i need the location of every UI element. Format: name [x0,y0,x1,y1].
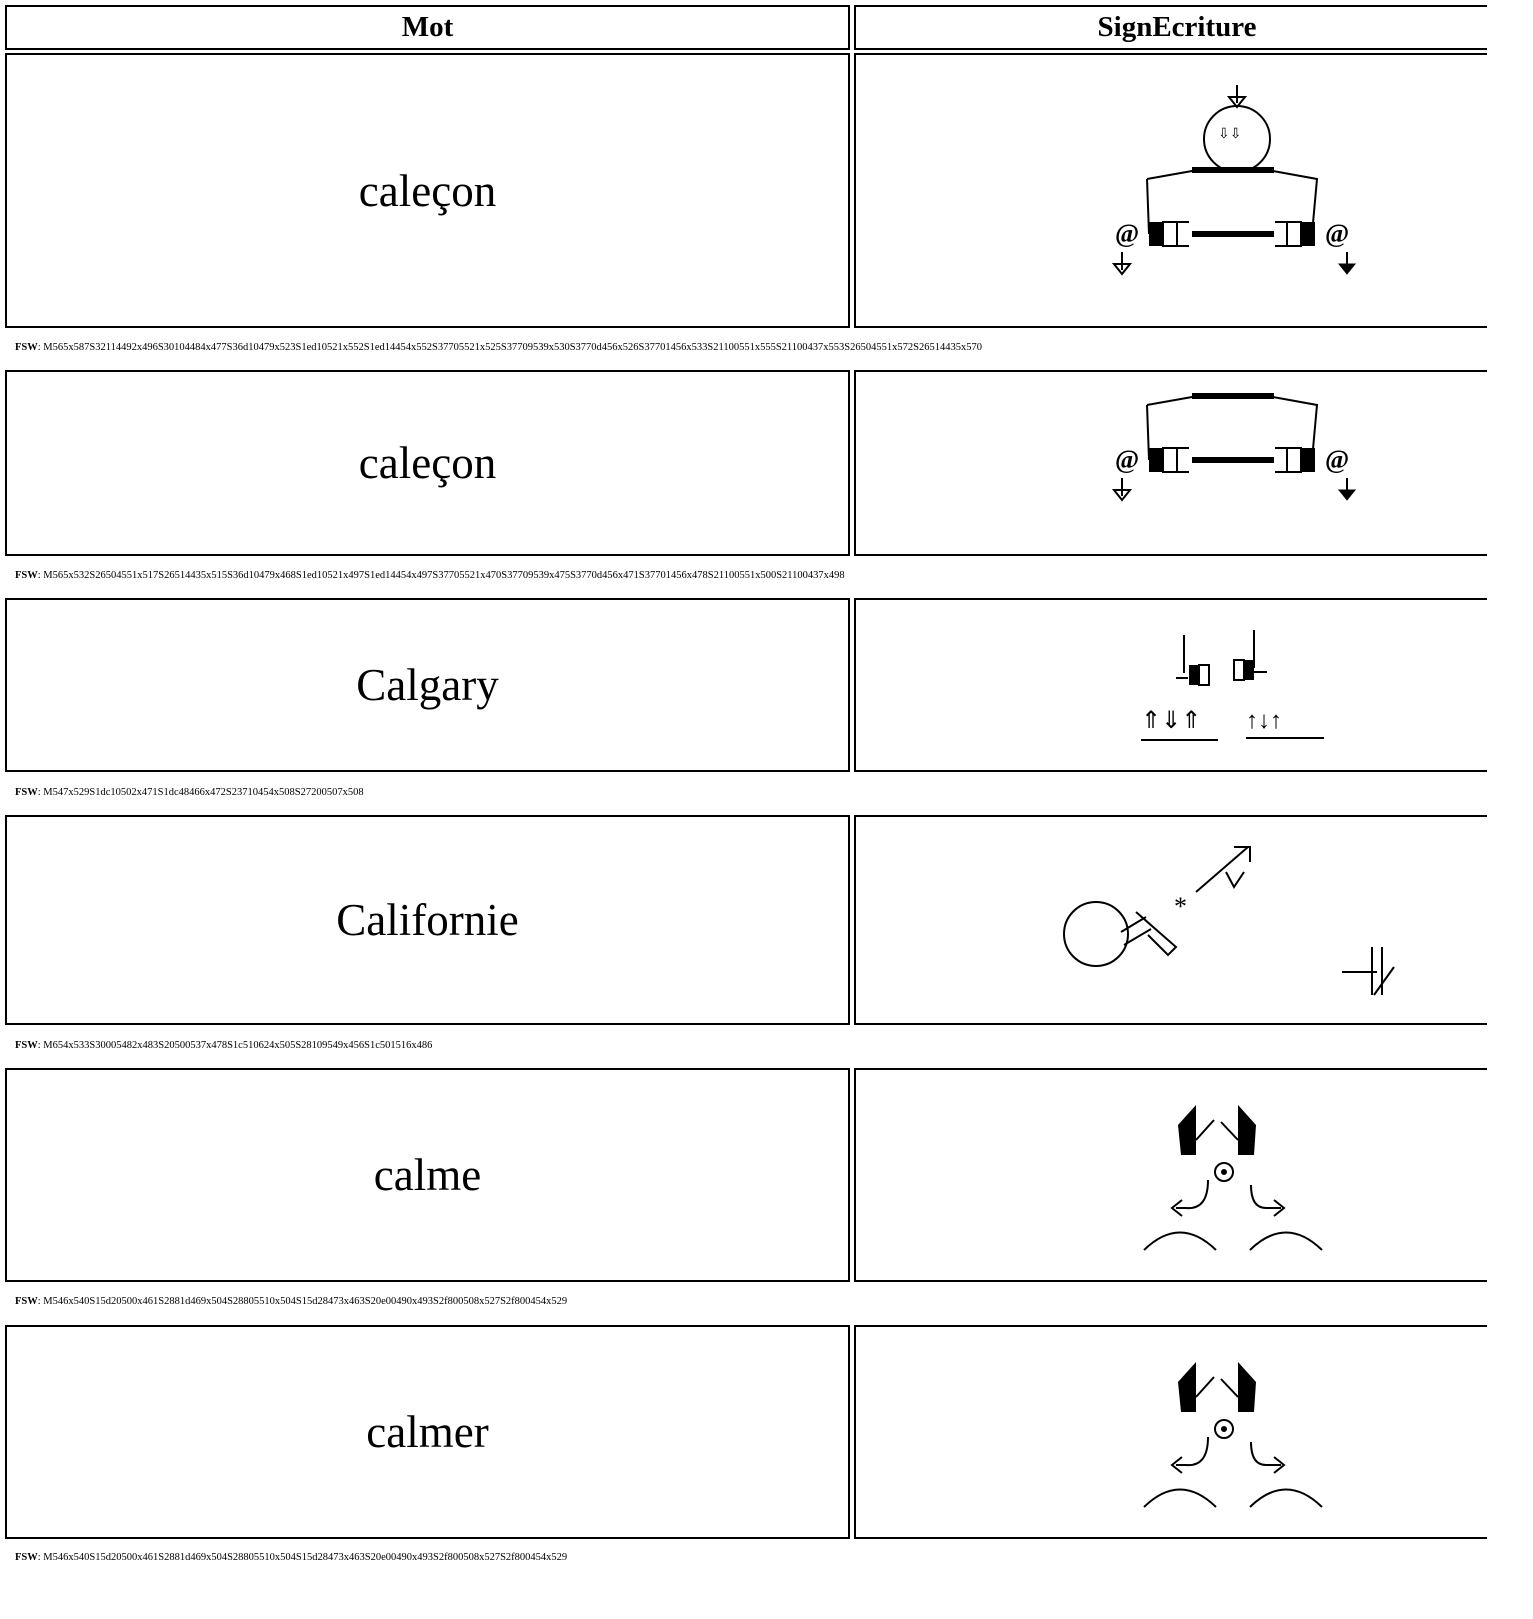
svg-text:↑↓↑: ↑↓↑ [1246,708,1282,734]
word: Californie [336,895,519,945]
sign-cell [854,1068,1487,1282]
fsw-line: FSW: M546x540S15d20500x461S2881d469x504S… [15,1296,567,1307]
word: caleçon [358,438,497,488]
word: caleçon [358,165,497,216]
word-cell: Calgary [5,598,850,772]
fsw-line: FSW: M546x540S15d20500x461S2881d469x504S… [15,1552,567,1563]
word: calme [373,1150,482,1200]
word-cell: caleçon [5,370,850,556]
svg-text:*: * [1174,892,1187,921]
header-text: SignEcriture [1097,11,1257,43]
fsw-label: FSW [15,570,38,581]
fsw-label: FSW [15,342,38,353]
table: Mot SignEcriture caleçon ⇩⇩ @ @ FSW: M565x… [5,5,1487,1563]
word-cell: calmer [5,1325,850,1539]
sign-cell: ⇑⇓⇑ ↑↓↑ [854,598,1487,772]
fsw-label: FSW [15,1040,38,1051]
sign-glyph: ⇩⇩ @ @ [1111,85,1357,276]
svg-text:⇩⇩: ⇩⇩ [1218,127,1241,142]
svg-text:@: @ [1115,445,1139,474]
fsw-label: FSW [15,787,38,798]
fsw-line: FSW: M654x533S30005482x483S20500537x478S… [15,1040,432,1051]
word: Calgary [356,660,499,710]
header-text: Mot [401,11,454,43]
fsw-label: FSW [15,1296,38,1307]
fsw-line: FSW: M565x532S26504551x517S26514435x515S… [15,570,845,581]
word-cell: calme [5,1068,850,1282]
sign-glyph: @ @ [1111,393,1357,502]
sign-glyph [1143,1362,1323,1508]
fsw-code: : M565x532S26504551x517S26514435x515S36d… [37,570,845,581]
sign-glyph: * [1063,846,1395,996]
word-cell: Californie [5,815,850,1025]
header-cell: SignEcriture [854,5,1487,50]
fsw-code: : M654x533S30005482x483S20500537x478S1c5… [37,1040,433,1051]
svg-text:@: @ [1325,445,1349,474]
fsw-line: FSW: M565x587S32114492x496S30104484x477S… [15,342,982,353]
fsw-code: : M565x587S32114492x496S30104484x477S36d… [37,342,982,353]
fsw-code: : M547x529S1dc10502x471S1dc48466x472S237… [37,787,364,798]
fsw-code: : M546x540S15d20500x461S2881d469x504S288… [37,1296,568,1307]
svg-text:@: @ [1325,219,1349,248]
svg-text:@: @ [1115,219,1139,248]
header-cell: Mot [5,5,850,50]
sign-cell: ⇩⇩ @ @ [854,53,1487,328]
word: calmer [366,1407,489,1457]
sign-glyph: ⇑⇓⇑ ↑↓↑ [1141,630,1324,741]
sign-cell [854,1325,1487,1539]
svg-text:⇑⇓⇑: ⇑⇓⇑ [1141,708,1201,734]
word-cell: caleçon [5,53,850,328]
fsw-label: FSW [15,1552,38,1563]
sign-glyph [1143,1105,1323,1251]
fsw-code: : M546x540S15d20500x461S2881d469x504S288… [37,1552,568,1563]
fsw-line: FSW: M547x529S1dc10502x471S1dc48466x472S… [15,787,364,798]
sign-cell: @ @ [854,370,1487,556]
sign-cell: * [854,815,1487,1025]
